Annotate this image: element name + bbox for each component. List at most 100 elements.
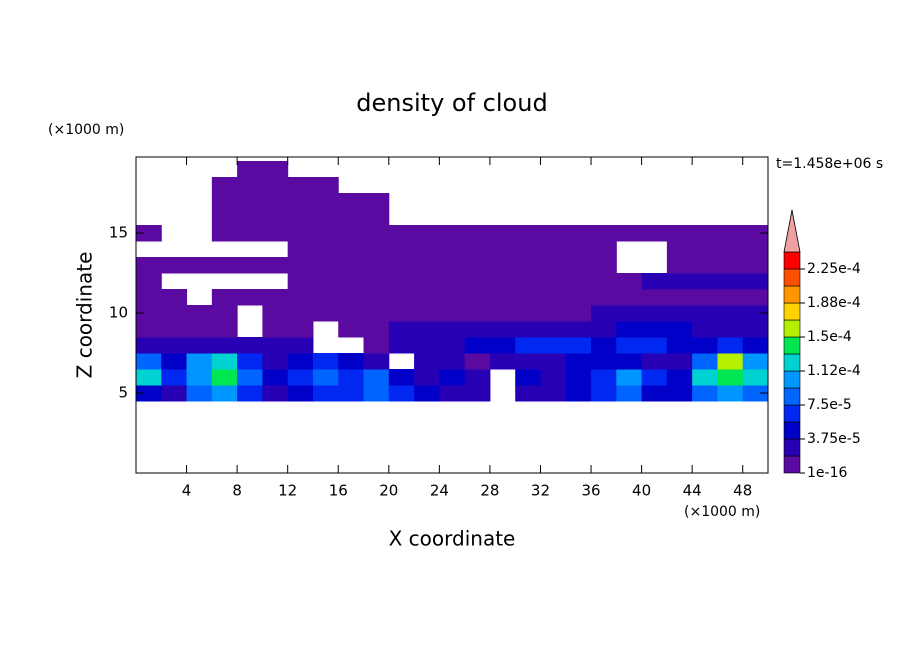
chart-title: density of cloud [356, 89, 547, 117]
contour-cell [439, 353, 466, 370]
contour-cell [338, 241, 365, 258]
y-tick-label: 10 [109, 304, 128, 322]
contour-cell [666, 289, 693, 306]
contour-cell [641, 353, 668, 370]
contour-cell [692, 385, 718, 402]
colorbar-box [783, 268, 801, 287]
contour-cell [742, 257, 769, 274]
y-unit: (×1000 m) [48, 122, 124, 138]
contour-cell [262, 193, 289, 210]
contour-cell [388, 241, 415, 258]
x-tick-label: 32 [531, 482, 550, 500]
contour-cell [186, 305, 213, 322]
contour-cell [312, 225, 339, 242]
contour-cell [312, 385, 339, 402]
contour-cell [641, 273, 668, 290]
contour-cell [363, 321, 390, 338]
contour-cell [439, 241, 466, 258]
contour-cell [262, 225, 289, 242]
contour-cell [363, 337, 390, 354]
contour-cell [515, 305, 541, 322]
contour-cell [591, 289, 617, 306]
contour-cell [211, 225, 238, 242]
contour-cell [363, 369, 390, 386]
contour-cell [616, 225, 643, 242]
contour-cell [692, 257, 718, 274]
contour-cell [363, 209, 390, 226]
x-tick-label: 48 [733, 482, 752, 500]
contour-cell [287, 257, 314, 274]
contour-cell [439, 289, 466, 306]
contour-cell [616, 337, 643, 354]
contour-cell [338, 225, 365, 242]
contour-cell [464, 321, 491, 338]
contour-cell [338, 209, 365, 226]
contour-cell [591, 321, 617, 338]
contour-cell [489, 241, 516, 258]
contour-cell [414, 321, 440, 338]
contour-cell [565, 289, 592, 306]
contour-cell [287, 289, 314, 306]
contour-cell [717, 353, 744, 370]
contour-cell [312, 305, 339, 322]
contour-cell [388, 289, 415, 306]
contour-cell [616, 369, 643, 386]
colorbar-box [783, 353, 801, 372]
contour-cell [515, 385, 541, 402]
contour-cell [439, 257, 466, 274]
contour-cell [312, 209, 339, 226]
contour-cell [414, 273, 440, 290]
x-tick-label: 40 [632, 482, 651, 500]
contour-cell [464, 289, 491, 306]
contour-cell [414, 241, 440, 258]
contour-cell [591, 369, 617, 386]
contour-cell [666, 305, 693, 322]
contour-cell [565, 225, 592, 242]
contour-cell [186, 385, 213, 402]
contour-cell [363, 305, 390, 322]
contour-cell [262, 289, 289, 306]
contour-cell [717, 241, 744, 258]
contour-cell [742, 337, 769, 354]
contour-cell [363, 289, 390, 306]
colorbar-box [783, 455, 801, 474]
contour-cell [388, 385, 415, 402]
contour-cell [439, 321, 466, 338]
contour-cell [641, 225, 668, 242]
contour-cell [237, 257, 263, 274]
contour-cell [515, 337, 541, 354]
contour-cell [489, 353, 516, 370]
contour-cell [161, 369, 188, 386]
contour-cell [439, 273, 466, 290]
contour-cell [312, 257, 339, 274]
contour-cell [363, 193, 390, 210]
contour-cell [515, 273, 541, 290]
contour-cell [161, 305, 188, 322]
contour-cell [692, 305, 718, 322]
contour-cell [237, 289, 263, 306]
contour-cell [287, 305, 314, 322]
contour-cell [161, 385, 188, 402]
contour-cell [136, 321, 162, 338]
contour-cell [414, 257, 440, 274]
contour-cell [186, 353, 213, 370]
contour-cell [287, 369, 314, 386]
contour-cell [237, 225, 263, 242]
contour-cell [742, 385, 769, 402]
contour-cell [666, 273, 693, 290]
y-label: Z coordinate [73, 252, 97, 379]
contour-cell [742, 353, 769, 370]
contour-cell [489, 321, 516, 338]
contour-cell [464, 273, 491, 290]
contour-cell [414, 337, 440, 354]
contour-cell [211, 289, 238, 306]
contour-cell [338, 257, 365, 274]
contour-cell [388, 225, 415, 242]
contour-cell [338, 193, 365, 210]
contour-cell [515, 353, 541, 370]
contour-cell [641, 305, 668, 322]
contour-cell [717, 225, 744, 242]
contour-cell [742, 225, 769, 242]
contour-cell [591, 337, 617, 354]
contour-cell [161, 257, 188, 274]
